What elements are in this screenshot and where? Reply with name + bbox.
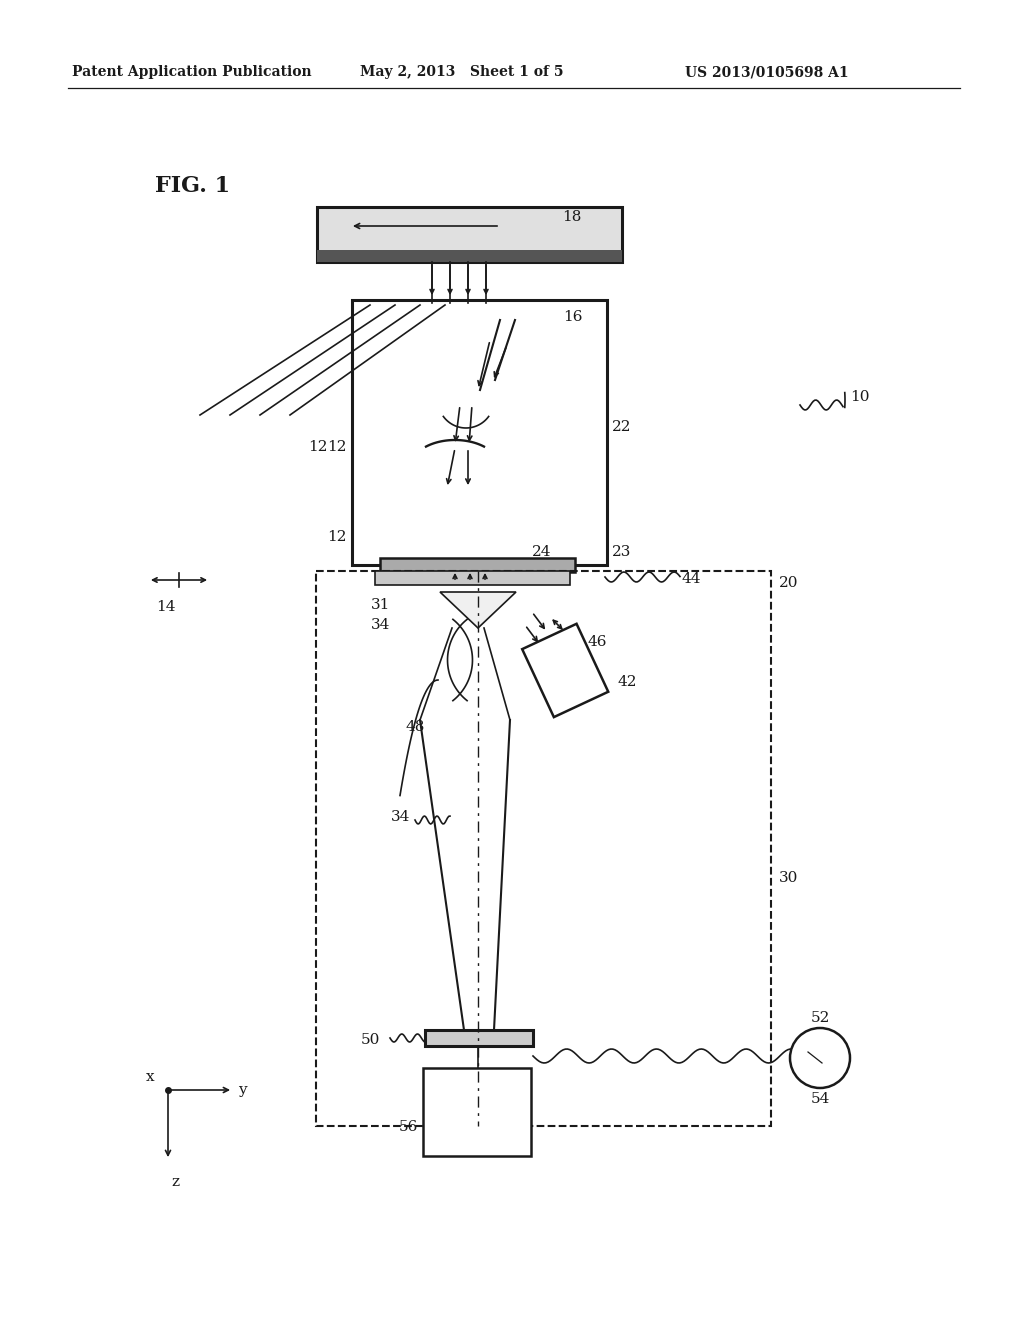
Text: 56: 56	[398, 1119, 418, 1134]
Text: 16: 16	[563, 310, 583, 323]
Bar	[423, 1068, 531, 1156]
Text: 31: 31	[371, 598, 390, 612]
Text: 50: 50	[360, 1034, 380, 1047]
Bar	[352, 300, 607, 565]
Bar	[317, 207, 622, 261]
Text: FIG. 1: FIG. 1	[155, 176, 230, 197]
Text: 52: 52	[810, 1011, 829, 1026]
Text: 22: 22	[612, 420, 632, 434]
Text: 34: 34	[371, 618, 390, 632]
Bar	[316, 572, 771, 1126]
Text: 12: 12	[328, 440, 347, 454]
Text: US 2013/0105698 A1: US 2013/0105698 A1	[685, 65, 849, 79]
Text: 10: 10	[850, 389, 869, 404]
Text: 18: 18	[562, 210, 582, 224]
Text: 12: 12	[328, 531, 347, 544]
Text: 14: 14	[156, 601, 175, 614]
Text: 23: 23	[612, 545, 632, 558]
Bar	[380, 558, 575, 572]
Text: y: y	[238, 1082, 247, 1097]
Text: 24: 24	[532, 545, 552, 558]
Text: 46: 46	[588, 635, 607, 649]
Text: 42: 42	[618, 675, 638, 689]
Text: 44: 44	[682, 572, 701, 586]
Text: 20: 20	[779, 576, 799, 590]
Bar	[375, 572, 570, 585]
Bar	[522, 624, 608, 717]
Text: Patent Application Publication: Patent Application Publication	[72, 65, 311, 79]
Text: 54: 54	[810, 1092, 829, 1106]
Text: 34: 34	[390, 810, 410, 824]
Text: 30: 30	[779, 871, 799, 884]
Bar	[425, 1030, 534, 1045]
Circle shape	[790, 1028, 850, 1088]
Text: 12: 12	[308, 440, 328, 454]
Text: May 2, 2013   Sheet 1 of 5: May 2, 2013 Sheet 1 of 5	[360, 65, 563, 79]
Text: z: z	[171, 1175, 179, 1189]
Text: 48: 48	[406, 719, 424, 734]
Bar	[317, 249, 622, 261]
Polygon shape	[440, 591, 516, 628]
Text: x: x	[145, 1071, 154, 1084]
